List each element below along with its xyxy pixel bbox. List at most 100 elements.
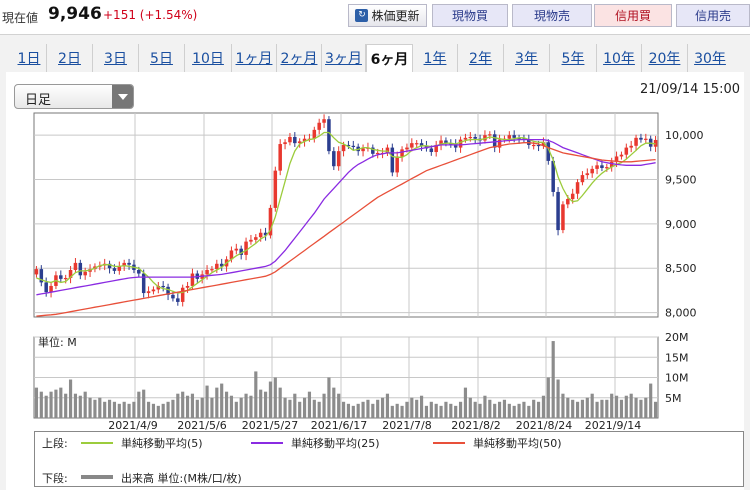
legend-ma25: 単純移動平均(25) [251, 435, 421, 450]
candlestick [210, 266, 214, 274]
candle-body [219, 263, 224, 267]
volume-bar [595, 401, 599, 418]
tab-1y[interactable]: 1年 [413, 44, 458, 72]
volume-bar [653, 401, 658, 418]
candle-body [336, 151, 341, 167]
volume-bar [98, 397, 102, 418]
tab-1d[interactable]: 1日 [12, 44, 47, 72]
candlestick [561, 201, 565, 234]
candle-body [653, 139, 658, 147]
candlestick [146, 286, 151, 299]
candle-body [249, 239, 253, 242]
legend: 上段: 単純移動平均(5) 単純移動平均(25) 単純移動平均(50) 下段: … [34, 431, 744, 487]
tab-2d[interactable]: 2日 [47, 44, 93, 72]
candle-body [215, 263, 219, 270]
candle-body [590, 168, 594, 174]
candle-body [507, 135, 512, 139]
volume-bar [624, 395, 628, 418]
period-tabs: 1日 2日 3日 5日 10日 1ヶ月 2ヶ月 3ヶ月 6ヶ月 1年 2年 3年… [12, 44, 742, 72]
tab-30y[interactable]: 30年 [694, 51, 726, 67]
candlestick [312, 126, 317, 143]
volume-bar [488, 399, 492, 418]
refresh-price-button[interactable]: ↻ 株価更新 [348, 4, 427, 27]
tab-5d[interactable]: 5日 [139, 44, 185, 72]
tab-1m[interactable]: 1ヶ月 [232, 44, 277, 72]
tab-10d[interactable]: 10日 [185, 44, 232, 72]
volume-bar [190, 393, 195, 418]
candlestick [302, 134, 307, 147]
volume-bar [44, 395, 48, 418]
x-tick-label: 2021/8/24 [516, 419, 572, 432]
candlestick [190, 268, 195, 290]
candle-body [395, 156, 399, 173]
volume-bar [278, 387, 282, 418]
x-tick-label: 2021/5/27 [242, 419, 298, 432]
volume-bar [566, 397, 570, 418]
current-price-label: 現在値 [2, 11, 39, 25]
candle-body [531, 144, 536, 147]
volume-bar [536, 401, 541, 418]
candle-body [414, 143, 419, 145]
margin-buy-button[interactable]: 信用買 [594, 4, 672, 27]
volume-bar [49, 391, 53, 418]
candle-body [166, 286, 170, 295]
tab-20y[interactable]: 20年 [642, 44, 688, 72]
candle-body [205, 269, 209, 275]
candle-body [580, 175, 585, 183]
volume-bar [298, 401, 302, 418]
volume-bars [34, 341, 658, 418]
volume-bar [322, 393, 326, 418]
tab-2y[interactable]: 2年 [458, 44, 504, 72]
tab-10y[interactable]: 10年 [597, 44, 642, 72]
candlestick [332, 147, 336, 171]
tab-3m[interactable]: 3ヶ月 [322, 44, 366, 72]
price-panel-frame [33, 112, 659, 318]
current-price-value: 9,946 [48, 4, 102, 24]
margin-sell-button[interactable]: 信用売 [676, 4, 750, 27]
volume-bar [317, 401, 321, 418]
candle-body [180, 287, 185, 302]
cash-buy-button[interactable]: 現物買 [432, 4, 508, 27]
candle-body [405, 147, 409, 150]
volume-bar [478, 403, 482, 418]
candlestick [609, 157, 614, 172]
candle-body [137, 269, 141, 274]
volume-bar [68, 379, 73, 418]
candle-body [254, 237, 258, 240]
candle-body [302, 138, 307, 142]
volume-bar [103, 401, 107, 418]
x-tick-label: 2021/4/9 [108, 419, 157, 432]
candle-body [439, 140, 443, 145]
price-tick-label: 9,000 [665, 218, 697, 231]
volume-tick-label: 15M [665, 351, 689, 364]
price-tick-label: 8,500 [665, 262, 697, 275]
volume-bar [649, 383, 653, 418]
interval-select[interactable]: 日足 [14, 84, 134, 109]
moving-average-lines [36, 131, 656, 317]
candlestick [580, 171, 585, 186]
tab-3y[interactable]: 3年 [504, 44, 550, 72]
volume-bar [307, 391, 312, 418]
volume-bar [283, 397, 287, 418]
volume-bar [346, 403, 351, 418]
candlestick [410, 138, 414, 152]
candle-body [322, 119, 326, 123]
candlestick [639, 133, 643, 143]
tab-5y[interactable]: 5年 [550, 44, 597, 72]
candlestick [327, 116, 331, 155]
candle-body [268, 207, 273, 236]
cash-sell-button[interactable]: 現物売 [512, 4, 592, 27]
x-tick-label: 2021/5/6 [177, 419, 226, 432]
legend-ma25-swatch [251, 442, 283, 444]
candle-body [117, 266, 122, 271]
tab-2m[interactable]: 2ヶ月 [277, 44, 322, 72]
candle-body [127, 262, 131, 265]
volume-bar [497, 401, 502, 418]
volume-bar [527, 405, 531, 418]
tab-3d[interactable]: 3日 [93, 44, 139, 72]
tab-6m[interactable]: 6ヶ月 [366, 44, 413, 72]
candlestick [244, 237, 248, 261]
volume-bar [561, 393, 565, 418]
volume-bar [312, 399, 316, 418]
volume-bar [268, 381, 273, 418]
